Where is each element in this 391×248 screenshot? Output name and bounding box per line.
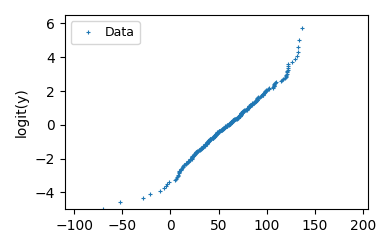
Data: [299, 27, 304, 30]
Y-axis label: logit(y): logit(y): [15, 87, 29, 137]
Line: Data: Data: [72, 26, 304, 224]
Data: [257, 95, 262, 98]
Data: [235, 117, 239, 120]
Data: [235, 117, 239, 120]
Data: [236, 116, 240, 119]
Data: [271, 86, 276, 89]
Data: [72, 220, 77, 223]
Data: [101, 208, 106, 211]
Legend: Data: Data: [71, 21, 140, 44]
